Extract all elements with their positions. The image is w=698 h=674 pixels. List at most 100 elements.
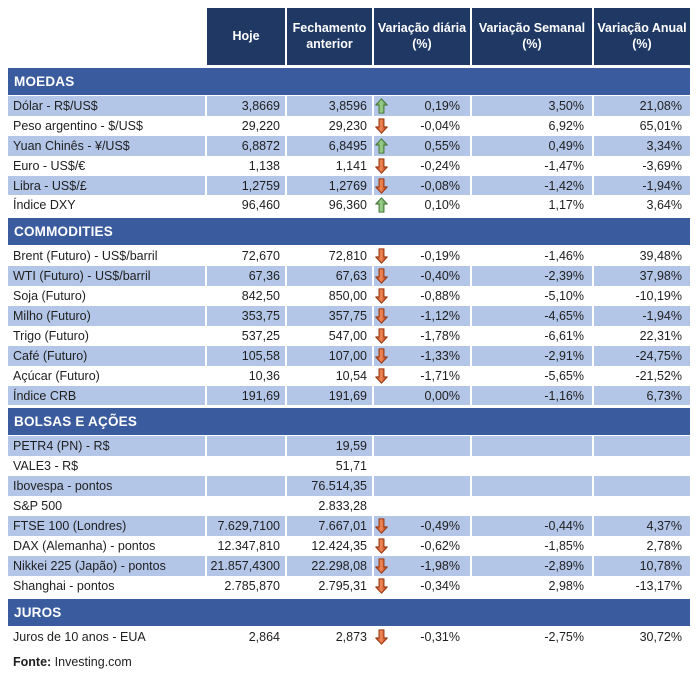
section-title: BOLSAS E AÇÕES — [14, 414, 138, 430]
fechamento-anterior-value: 191,69 — [328, 388, 367, 403]
table-row: PETR4 (PN) - R$ 19,59 — [8, 436, 690, 457]
fechamento-anterior-cell: 10,54 — [285, 365, 372, 386]
variacao-anual-value: -1,94% — [642, 308, 682, 323]
asset-label: WTI (Futuro) - US$/barril — [13, 269, 151, 284]
variacao-diaria-cell: -0,34% — [372, 575, 470, 596]
variacao-anual-cell: 37,98% — [592, 266, 690, 287]
variacao-diaria-value: -0,31% — [420, 629, 460, 644]
variacao-semanal-cell: -6,61% — [470, 325, 592, 346]
variacao-semanal-cell: -1,42% — [470, 175, 592, 196]
hoje-cell — [205, 436, 285, 457]
hoje-value: 72,670 — [241, 249, 280, 264]
asset-label-cell: Nikkei 225 (Japão) - pontos — [8, 555, 205, 576]
fechamento-anterior-value: 96,360 — [328, 198, 367, 213]
hoje-cell: 3,8669 — [205, 96, 285, 116]
variacao-semanal-cell: -1,47% — [470, 155, 592, 176]
fechamento-anterior-cell: 12.424,35 — [285, 535, 372, 556]
asset-label: S&P 500 — [13, 499, 63, 514]
hoje-cell — [205, 456, 285, 477]
variacao-anual-cell: -13,17% — [592, 575, 690, 596]
asset-label-cell: DAX (Alemanha) - pontos — [8, 536, 205, 556]
variacao-diaria-value: -0,40% — [420, 269, 460, 284]
variacao-anual-value: 2,78% — [646, 538, 682, 553]
table-row: Ibovespa - pontos 76.514,35 — [8, 476, 690, 497]
fechamento-anterior-value: 547,00 — [328, 328, 367, 343]
asset-label: Yuan Chinês - ¥/US$ — [13, 138, 130, 153]
trend-arrow-slot — [375, 498, 389, 515]
down-arrow-icon — [375, 307, 389, 324]
fechamento-anterior-cell: 1,141 — [285, 155, 372, 176]
hoje-value: 2.785,870 — [224, 578, 280, 593]
asset-label-cell: Milho (Futuro) — [8, 306, 205, 326]
variacao-semanal-cell: 0,49% — [470, 135, 592, 156]
table-section: JUROS Juros de 10 anos - EUA 2,864 2,873… — [8, 598, 690, 647]
variacao-semanal-value: -1,16% — [544, 388, 584, 403]
variacao-diaria-cell: -0,88% — [372, 286, 470, 307]
fechamento-anterior-cell: 72,810 — [285, 246, 372, 267]
variacao-anual-cell: -3,69% — [592, 155, 690, 176]
asset-label: Café (Futuro) — [13, 348, 88, 363]
variacao-semanal-cell — [470, 476, 592, 497]
variacao-diaria-cell: -1,71% — [372, 365, 470, 386]
fechamento-anterior-cell: 357,75 — [285, 306, 372, 326]
asset-label: VALE3 - R$ — [13, 459, 79, 474]
fechamento-anterior-cell: 850,00 — [285, 286, 372, 307]
section-title: COMMODITIES — [14, 224, 113, 240]
variacao-semanal-cell: 2,98% — [470, 575, 592, 596]
variacao-anual-cell: 22,31% — [592, 325, 690, 346]
asset-label: Açúcar (Futuro) — [13, 368, 100, 383]
hoje-cell: 105,58 — [205, 345, 285, 366]
variacao-semanal-value: 0,49% — [548, 138, 584, 153]
table-row: Açúcar (Futuro) 10,36 10,54 -1,71% -5,65… — [8, 365, 690, 386]
variacao-semanal-value: -5,65% — [544, 368, 584, 383]
fechamento-anterior-cell: 67,63 — [285, 266, 372, 287]
variacao-diaria-value: -0,49% — [420, 518, 460, 533]
hoje-value: 96,460 — [241, 198, 280, 213]
variacao-diaria-value: -1,98% — [420, 558, 460, 573]
down-arrow-icon — [375, 248, 389, 265]
variacao-anual-value: -10,19% — [635, 289, 682, 304]
fechamento-anterior-value: 76.514,35 — [311, 479, 367, 494]
variacao-anual-value: -21,52% — [635, 368, 682, 383]
variacao-anual-cell: 39,48% — [592, 246, 690, 267]
trend-arrow-slot — [375, 478, 389, 495]
table-row: S&P 500 2.833,28 — [8, 496, 690, 517]
asset-label: Ibovespa - pontos — [13, 479, 113, 494]
hoje-cell: 537,25 — [205, 325, 285, 346]
down-arrow-icon — [375, 557, 389, 574]
variacao-diaria-cell: -0,31% — [372, 626, 470, 647]
variacao-diaria-cell — [372, 456, 470, 477]
table-row: Soja (Futuro) 842,50 850,00 -0,88% -5,10… — [8, 286, 690, 307]
hoje-value: 3,8669 — [241, 98, 280, 113]
hoje-value: 21.857,4300 — [210, 558, 280, 573]
down-arrow-icon — [375, 157, 389, 174]
hoje-cell: 2.785,870 — [205, 575, 285, 596]
variacao-anual-cell: -1,94% — [592, 175, 690, 196]
fechamento-anterior-value: 2.795,31 — [318, 578, 367, 593]
section-header-band: BOLSAS E AÇÕES — [8, 408, 690, 436]
asset-label-cell: Dólar - R$/US$ — [8, 96, 205, 116]
variacao-semanal-cell — [470, 496, 592, 517]
variacao-anual-value: 37,98% — [639, 269, 682, 284]
up-arrow-icon — [375, 97, 389, 114]
asset-label: Soja (Futuro) — [13, 289, 86, 304]
variacao-semanal-value: -6,61% — [544, 328, 584, 343]
variacao-anual-cell: 65,01% — [592, 115, 690, 136]
variacao-diaria-cell: -0,62% — [372, 535, 470, 556]
variacao-diaria-cell: 0,55% — [372, 135, 470, 156]
variacao-diaria-value: -0,04% — [420, 118, 460, 133]
hoje-value: 7.629,7100 — [217, 518, 280, 533]
fechamento-anterior-cell: 3,8596 — [285, 96, 372, 116]
hoje-cell — [205, 476, 285, 497]
variacao-semanal-value: -2,75% — [544, 629, 584, 644]
column-header-variacao-semanal: Variação Semanal (%) — [470, 8, 592, 65]
variacao-diaria-cell: -0,08% — [372, 175, 470, 196]
variacao-anual-cell: 21,08% — [592, 96, 690, 116]
variacao-diaria-value: -0,62% — [420, 538, 460, 553]
hoje-value: 842,50 — [241, 289, 280, 304]
fechamento-anterior-value: 357,75 — [328, 308, 367, 323]
variacao-semanal-cell: -1,46% — [470, 246, 592, 267]
fechamento-anterior-value: 29,230 — [328, 118, 367, 133]
hoje-cell: 353,75 — [205, 306, 285, 326]
